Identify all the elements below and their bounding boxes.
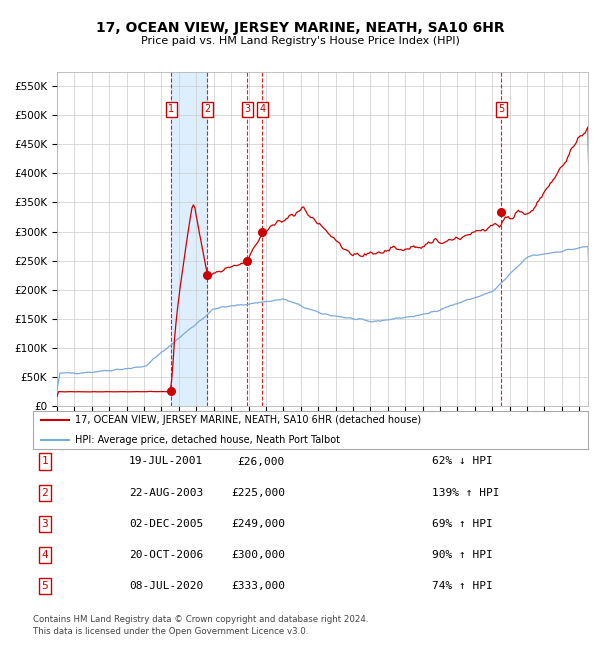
Text: HPI: Average price, detached house, Neath Port Talbot: HPI: Average price, detached house, Neat… [74, 436, 340, 445]
Text: 139% ↑ HPI: 139% ↑ HPI [432, 488, 499, 498]
Bar [171, 72, 208, 406]
Text: 1: 1 [168, 105, 174, 114]
Text: 3: 3 [41, 519, 49, 529]
Text: 17, OCEAN VIEW, JERSEY MARINE, NEATH, SA10 6HR: 17, OCEAN VIEW, JERSEY MARINE, NEATH, SA… [95, 21, 505, 35]
Text: 3: 3 [244, 105, 250, 114]
Text: 62% ↓ HPI: 62% ↓ HPI [432, 456, 493, 467]
Text: 5: 5 [498, 105, 505, 114]
Text: 4: 4 [41, 550, 49, 560]
Text: 5: 5 [41, 581, 49, 592]
Text: 2: 2 [204, 105, 211, 114]
Text: 1: 1 [41, 456, 49, 467]
Text: 22-AUG-2003: 22-AUG-2003 [129, 488, 203, 498]
Text: 90% ↑ HPI: 90% ↑ HPI [432, 550, 493, 560]
Text: £249,000: £249,000 [231, 519, 285, 529]
Text: Contains HM Land Registry data © Crown copyright and database right 2024.: Contains HM Land Registry data © Crown c… [33, 615, 368, 624]
Text: Price paid vs. HM Land Registry's House Price Index (HPI): Price paid vs. HM Land Registry's House … [140, 36, 460, 46]
Text: 74% ↑ HPI: 74% ↑ HPI [432, 581, 493, 592]
Text: 19-JUL-2001: 19-JUL-2001 [129, 456, 203, 467]
Text: £225,000: £225,000 [231, 488, 285, 498]
Text: £26,000: £26,000 [238, 456, 285, 467]
Text: 2: 2 [41, 488, 49, 498]
Text: 08-JUL-2020: 08-JUL-2020 [129, 581, 203, 592]
Text: 20-OCT-2006: 20-OCT-2006 [129, 550, 203, 560]
Text: £333,000: £333,000 [231, 581, 285, 592]
Text: £300,000: £300,000 [231, 550, 285, 560]
Text: 02-DEC-2005: 02-DEC-2005 [129, 519, 203, 529]
Text: 4: 4 [259, 105, 265, 114]
Text: 17, OCEAN VIEW, JERSEY MARINE, NEATH, SA10 6HR (detached house): 17, OCEAN VIEW, JERSEY MARINE, NEATH, SA… [74, 415, 421, 425]
Text: This data is licensed under the Open Government Licence v3.0.: This data is licensed under the Open Gov… [33, 627, 308, 636]
Text: 69% ↑ HPI: 69% ↑ HPI [432, 519, 493, 529]
